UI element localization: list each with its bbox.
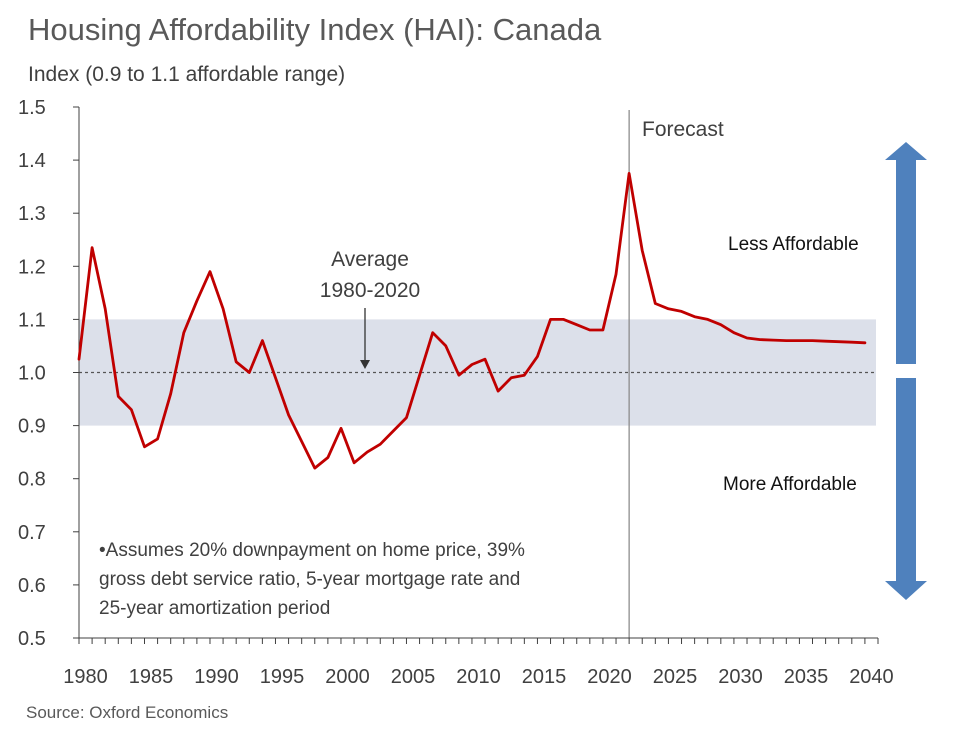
y-tick-label: 1.3 — [18, 203, 46, 225]
x-tick-label: 2025 — [653, 666, 698, 688]
less-affordable-arrow-icon — [885, 142, 927, 364]
y-tick-label: 1.0 — [18, 363, 46, 385]
hai-series-line — [77, 171, 867, 470]
y-axis-label: Index (0.9 to 1.1 affordable range) — [28, 63, 346, 86]
more-affordable-label: More Affordable — [723, 474, 857, 495]
x-tick-label: 2030 — [718, 666, 763, 688]
y-tick-label: 0.8 — [18, 469, 46, 491]
forecast-label: Forecast — [642, 118, 724, 141]
y-tick-label: 1.4 — [18, 150, 46, 172]
y-tick-label: 0.6 — [18, 575, 46, 597]
x-tick-label: 2040 — [849, 666, 894, 688]
x-tick-label: 1985 — [129, 666, 174, 688]
x-tick-label: 1980 — [63, 666, 108, 688]
note-line-1: •Assumes 20% downpayment on home price, … — [99, 540, 525, 561]
x-tick-label: 1990 — [194, 666, 239, 688]
note-line-2: gross debt service ratio, 5-year mortgag… — [99, 569, 520, 590]
average-label: Average — [331, 248, 409, 271]
x-tick-label: 2020 — [587, 666, 632, 688]
series-layer — [77, 171, 867, 470]
less-affordable-label: Less Affordable — [728, 234, 859, 255]
x-tick-label: 2000 — [325, 666, 370, 688]
note-line-3: 25-year amortization period — [99, 598, 330, 619]
x-tick-label: 1995 — [260, 666, 305, 688]
chart-title: Housing Affordability Index (HAI): Canad… — [28, 12, 602, 47]
average-range-label: 1980-2020 — [320, 279, 420, 302]
annotations-layer: Forecast Average 1980-2020 Less Affordable M… — [99, 118, 927, 619]
axes: 0.5 0.6 0.7 0.8 0.9 1.0 1.1 1.2 1.3 1.4 1.5 1980 198… — [18, 97, 894, 688]
y-tick-label: 1.1 — [18, 309, 46, 331]
y-tick-label: 1.2 — [18, 256, 46, 278]
average-and-forecast-lines — [79, 110, 876, 638]
source-note: Source: Oxford Economics — [26, 703, 229, 722]
x-tick-label: 2010 — [456, 666, 501, 688]
more-affordable-arrow-icon — [885, 378, 927, 600]
y-tick-label: 1.5 — [18, 97, 46, 119]
x-tick-label: 2005 — [391, 666, 436, 688]
y-tick-label: 0.5 — [18, 628, 46, 650]
y-tick-label: 0.7 — [18, 522, 46, 544]
x-tick-label: 2015 — [522, 666, 567, 688]
y-tick-label: 0.9 — [18, 416, 46, 438]
x-tick-label: 2035 — [784, 666, 829, 688]
average-pointer-arrowhead — [360, 360, 370, 369]
